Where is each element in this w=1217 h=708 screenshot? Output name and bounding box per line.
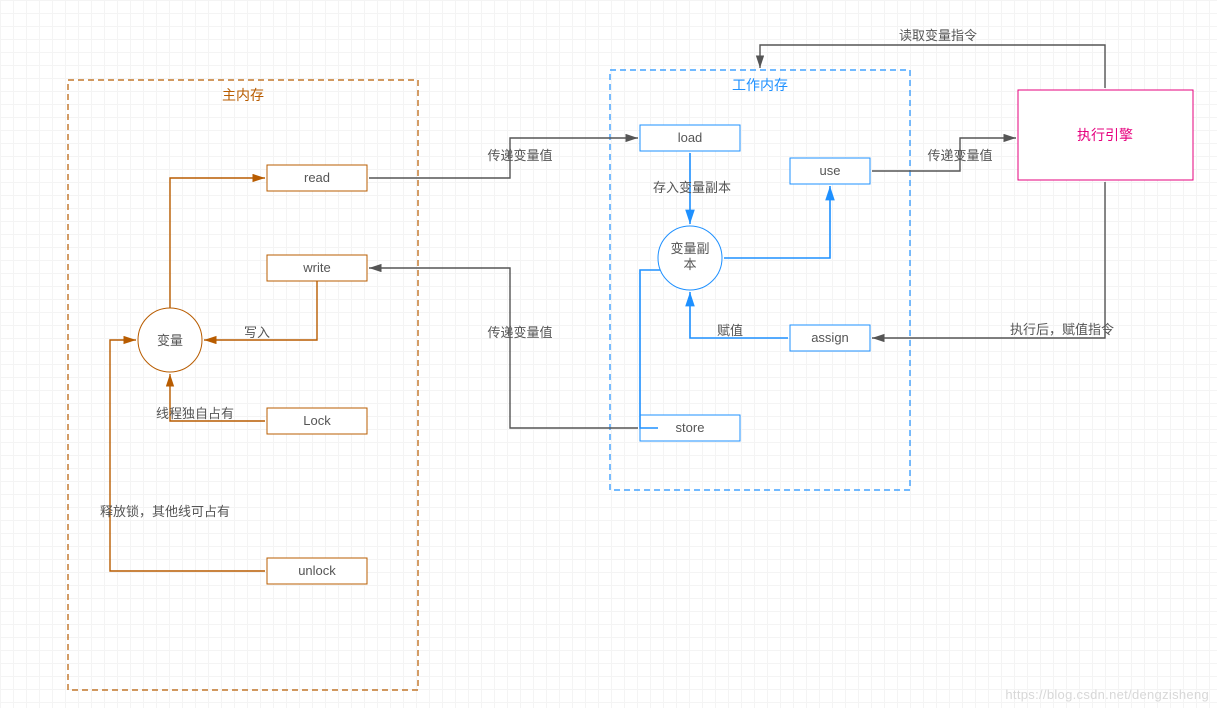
store-copy-label: 存入变量副本 — [653, 180, 731, 195]
write-label: write — [302, 260, 330, 275]
thread-own-label: 线程独自占有 — [156, 406, 234, 421]
edge-copy-to-use — [724, 186, 830, 258]
assign-label: assign — [811, 330, 849, 345]
var-copy-label-1: 变量副 — [670, 241, 709, 256]
watermark: https://blog.csdn.net/dengzisheng — [1005, 687, 1209, 702]
variable-label: 变量 — [157, 333, 183, 348]
unlock-label: unlock — [298, 563, 336, 578]
working-memory-title: 工作内存 — [732, 77, 788, 93]
release-lock-label: 释放锁，其他线可占有 — [100, 504, 230, 519]
lock-label: Lock — [303, 413, 331, 428]
main-memory-title: 主内存 — [222, 87, 264, 103]
write-in-label: 写入 — [244, 325, 270, 340]
read-instr-label: 读取变量指令 — [899, 28, 977, 43]
pass-value-3-label: 传递变量值 — [927, 148, 992, 163]
pass-value-2-label: 传递变量值 — [487, 325, 552, 340]
read-label: read — [304, 170, 330, 185]
edge-store-to-write — [369, 268, 638, 428]
load-label: load — [678, 130, 703, 145]
edge-var-to-read — [170, 178, 265, 308]
edge-engine-to-assign — [872, 182, 1105, 338]
engine-label: 执行引擎 — [1077, 127, 1133, 143]
assign-val-label: 赋值 — [717, 323, 743, 338]
use-label: use — [820, 163, 841, 178]
edge-unlock-to-var — [110, 340, 265, 571]
edge-read-instr — [760, 45, 1105, 88]
store-label: store — [676, 420, 705, 435]
var-copy-label-2: 本 — [683, 257, 696, 272]
diagram-svg: 主内存 工作内存 read write Lock unlock 变量 load … — [0, 0, 1217, 708]
after-exec-label: 执行后，赋值指令 — [1010, 322, 1114, 337]
pass-value-1-label: 传递变量值 — [487, 148, 552, 163]
edge-copy-to-store2 — [635, 258, 660, 428]
edge-copy-to-store — [640, 270, 660, 428]
